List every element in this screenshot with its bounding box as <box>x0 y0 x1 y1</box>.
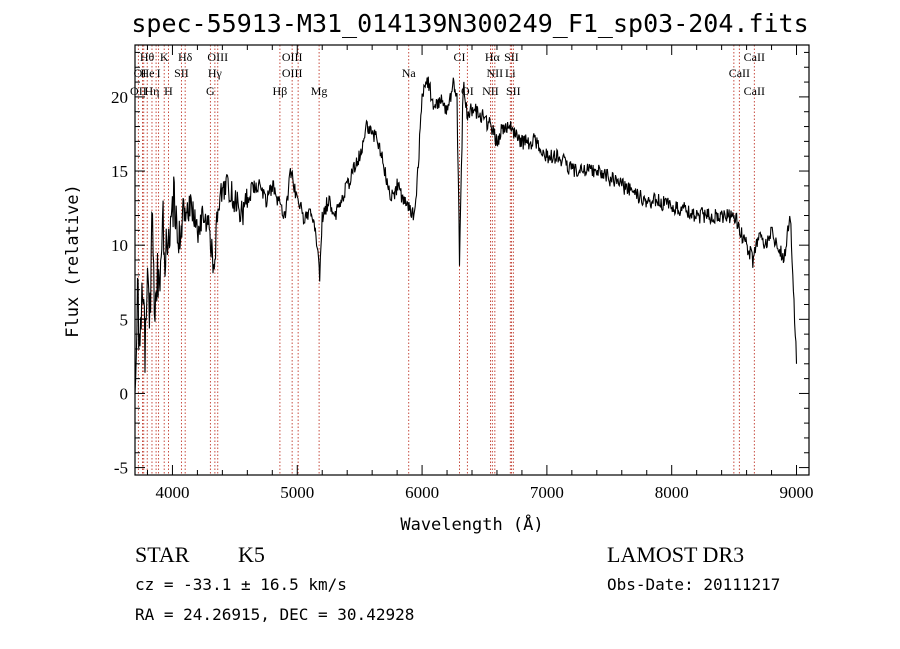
x-tick-label: 7000 <box>530 483 564 502</box>
line-label: OIII <box>282 66 303 80</box>
line-label: Mg <box>311 84 328 98</box>
line-label: I <box>157 66 161 80</box>
object-subclass: K5 <box>238 542 265 567</box>
line-label: OII <box>130 84 147 98</box>
object-class: STAR <box>135 542 190 567</box>
y-axis-label: Flux (relative) <box>63 184 83 338</box>
line-label: SII <box>506 84 521 98</box>
survey-name: LAMOST DR3 <box>607 542 744 567</box>
line-label: CaII <box>744 50 765 64</box>
line-label: SII <box>504 50 519 64</box>
coordinates: RA = 24.26915, DEC = 30.42928 <box>135 605 414 624</box>
line-label: He <box>140 66 154 80</box>
x-axis-ticks: 4000 5000 6000 7000 8000 9000 <box>146 45 814 502</box>
line-label: OIII <box>282 50 303 64</box>
x-tick-label: 5000 <box>280 483 314 502</box>
line-label: G <box>206 84 215 98</box>
y-tick-label: 20 <box>111 88 128 107</box>
x-tick-label: 4000 <box>155 483 189 502</box>
line-label: NII <box>482 84 499 98</box>
line-label: NII <box>487 66 504 80</box>
line-label: CaII <box>729 66 750 80</box>
line-label: OIII <box>207 50 228 64</box>
line-label: Li <box>505 66 516 80</box>
line-label: Na <box>402 66 417 80</box>
line-label: SII <box>174 66 189 80</box>
line-label: Hβ <box>273 84 288 98</box>
line-label: Hθ <box>140 50 155 64</box>
redshift-text: cz = -33.1 ± 16.5 km/s <box>135 575 347 594</box>
x-tick-label: 9000 <box>780 483 814 502</box>
obs-date: Obs-Date: 20111217 <box>607 575 780 594</box>
y-tick-label: 10 <box>111 236 128 255</box>
line-label: K <box>160 50 169 64</box>
y-tick-label: 0 <box>120 384 129 403</box>
x-axis-label: Wavelength (Å) <box>400 513 543 535</box>
line-label: Hα <box>485 50 501 64</box>
y-tick-label: 5 <box>120 310 129 329</box>
line-label: Hγ <box>208 66 223 80</box>
y-tick-label: -5 <box>114 459 128 478</box>
y-tick-label: 15 <box>111 162 128 181</box>
x-tick-label: 6000 <box>405 483 439 502</box>
line-label: Hη <box>144 84 159 98</box>
chart-title: spec-55913-M31_014139N300249_F1_sp03-204… <box>131 9 808 38</box>
line-label: OI <box>134 66 147 80</box>
line-label: CI <box>454 50 466 64</box>
x-tick-label: 8000 <box>655 483 689 502</box>
line-label: H <box>164 84 173 98</box>
y-axis-ticks: -5 0 5 10 15 20 <box>111 51 809 478</box>
line-label: CaII <box>744 84 765 98</box>
line-label: Hδ <box>178 50 193 64</box>
spectrum-series-line <box>134 76 798 393</box>
